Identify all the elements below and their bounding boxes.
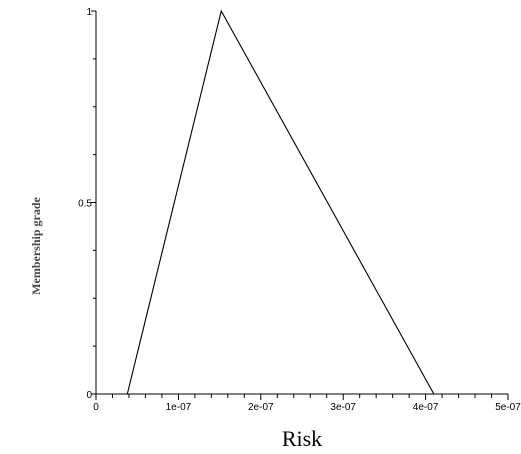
axes: 0 0.5 1 0 1e-07 2e-07 3e-07 4e-07 5e-07 [78,7,521,413]
x-tick-label: 5e-07 [495,402,521,413]
y-axis-title: Membership grade [29,197,43,295]
x-tick-label: 1e-07 [166,402,192,413]
x-tick-label: 3e-07 [330,402,356,413]
y-tick-label: 0 [86,390,92,401]
membership-function-line [126,9,435,395]
labels: Risk Membership grade [29,197,322,451]
series-layer [126,9,435,395]
x-tick-label: 0 [93,402,99,413]
y-tick-label: 1 [86,7,92,18]
y-tick-label: 0.5 [78,199,92,210]
x-axis-title: Risk [282,426,322,451]
x-tick-label: 4e-07 [413,402,439,413]
x-tick-label: 2e-07 [248,402,274,413]
